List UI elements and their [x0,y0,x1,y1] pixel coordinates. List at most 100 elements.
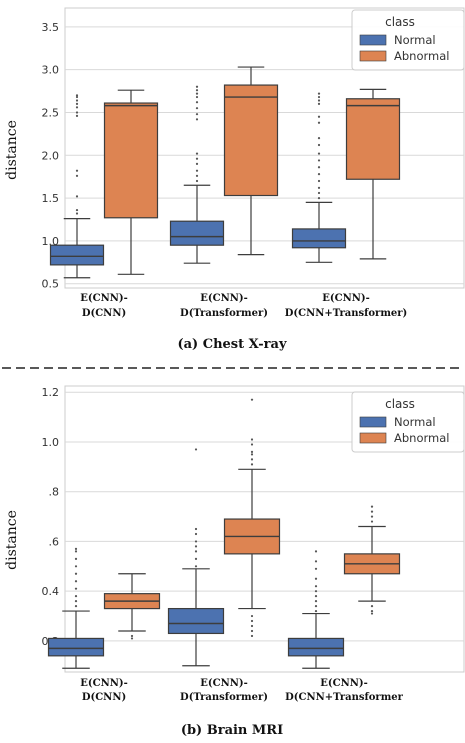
outlier-point [317,191,321,195]
outlier-point [75,174,79,177]
box-normal-2 [167,448,225,667]
outlier-point [194,527,198,531]
outlier-point [370,612,374,615]
legend: class Normal Abnormal [351,9,465,71]
outlier-point [75,102,79,106]
outlier-point [314,604,318,608]
y-axis-label: distance [4,120,20,180]
x-category-label: E(CNN)- [322,293,369,304]
outlier-point [250,634,254,638]
outlier-point [194,540,198,543]
outlier-point [74,547,78,550]
outlier-point [250,614,254,618]
outlier-point [75,208,79,212]
outlier-point [74,565,78,568]
outlier-point [314,609,318,613]
outlier-point [317,179,321,183]
outlier-point [250,450,254,454]
outlier-point [317,99,321,102]
outlier-point [74,604,78,608]
outlier-point [195,92,199,95]
outlier-point [74,587,78,590]
outlier-point [195,152,199,155]
iqr-box [167,607,225,635]
outlier-point [195,107,199,110]
box-abnormal-3 [345,88,401,260]
iqr-box [103,102,159,219]
y-tick-label: 0.4 [42,585,60,598]
outlier-point [317,137,321,140]
box-abnormal-2 [223,398,281,638]
iqr-box [223,84,279,197]
outlier-point [250,453,254,456]
outlier-point [74,600,78,603]
iqr-box [345,98,401,180]
outlier-point [314,550,318,553]
outlier-point [370,604,374,608]
outlier-point [314,595,318,598]
x-category-label: E(CNN)- [80,678,127,689]
legend-label: Abnormal [394,49,449,63]
outlier-point [317,121,321,124]
outlier-point [195,113,199,116]
outlier-point [314,560,318,563]
x-category-label: E(CNN)- [80,293,127,304]
outlier-point [75,94,79,97]
outlier-point [195,174,199,177]
outlier-point [370,520,374,523]
outlier-point [75,95,79,99]
legend-label: Normal [394,415,436,429]
outlier-point [317,95,321,99]
outlier-point [74,595,78,598]
box-normal-3 [287,550,345,669]
outlier-point [314,600,318,603]
y-tick-label: 3.0 [42,64,60,77]
outlier-point [74,572,78,575]
box-abnormal-1 [103,89,159,275]
x-category-label: E(CNN)- [320,678,367,689]
outlier-point [195,118,199,121]
outlier-point [195,179,199,183]
outlier-point [75,212,79,215]
box-abnormal-2 [223,66,279,256]
y-tick-label: 0.5 [42,278,60,291]
outlier-point [75,195,79,198]
outlier-point [370,505,374,508]
outlier-point [195,162,199,165]
outlier-point [75,169,79,172]
outlier-point [250,619,254,623]
outlier-point [75,106,79,109]
y-tick-label: 2.5 [42,106,60,119]
x-category-label: E(CNN)- [200,293,247,304]
iqr-box [49,244,105,266]
outlier-point [317,166,321,169]
outlier-point [250,463,254,466]
outlier-point [250,458,254,461]
legend-label: Abnormal [394,431,449,445]
legend-swatch-normal [359,34,387,46]
outlier-point [194,557,198,560]
iqr-box [287,637,345,657]
outlier-point [194,550,198,553]
outlier-point [370,609,374,613]
outlier-point [130,637,134,640]
outlier-point [317,196,321,200]
outlier-point [314,590,318,593]
y-axis-label: distance [4,510,20,570]
y-tick-label: 3.5 [42,21,60,34]
outlier-point [250,624,254,628]
y-tick-label: 2.0 [42,149,60,162]
outlier-point [74,557,78,560]
legend-title: class [385,397,415,411]
outlier-point [314,567,318,570]
x-category-label: D(Transformer) [180,692,268,703]
y-tick-label: .6 [49,535,60,548]
outlier-point [250,443,254,446]
outlier-point [194,545,198,548]
x-category-label: E(CNN)- [200,678,247,689]
box-abnormal-3 [343,505,401,615]
outlier-point [250,438,254,441]
outlier-point [250,398,254,401]
box-normal-2 [169,85,225,264]
outlier-point [195,157,199,160]
